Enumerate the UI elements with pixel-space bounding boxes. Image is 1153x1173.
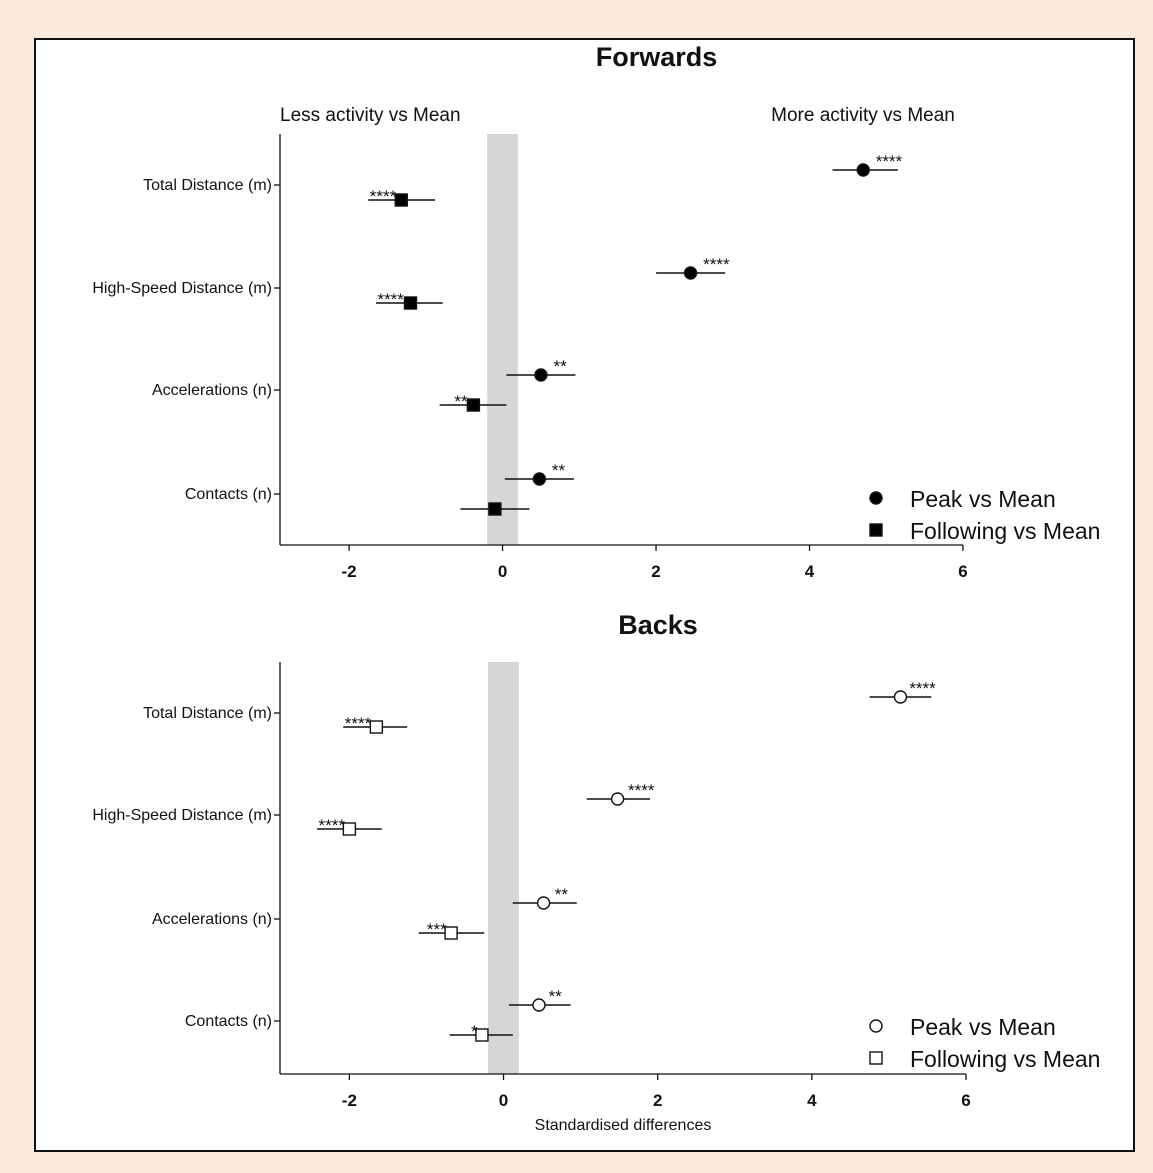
panel-backs: Backs -2 0 2 4 6 Standardised differences Total… bbox=[92, 610, 1100, 1134]
x-tick-label: 4 bbox=[805, 562, 815, 581]
reference-band bbox=[487, 134, 518, 545]
peak-point bbox=[893, 690, 908, 704]
peak-point bbox=[610, 792, 625, 806]
following-point bbox=[403, 296, 418, 310]
following-point bbox=[488, 502, 502, 516]
significance-label: ** bbox=[549, 987, 563, 1006]
significance-label: **** bbox=[909, 679, 936, 698]
following-point bbox=[342, 822, 357, 836]
x-tick-label: 2 bbox=[651, 562, 660, 581]
peak-point bbox=[534, 368, 548, 382]
significance-label: **** bbox=[703, 255, 730, 274]
legend: Peak vs Mean Following vs Mean bbox=[869, 1014, 1100, 1072]
significance-label: ** bbox=[555, 885, 569, 904]
peak-point bbox=[856, 163, 870, 177]
peak-point bbox=[532, 998, 546, 1012]
forest-plots: Forwards Less activity vs Mean More activi… bbox=[92, 42, 1100, 1134]
chart-title: Backs bbox=[618, 610, 698, 640]
category-label: Total Distance (m) bbox=[143, 177, 272, 194]
x-tick-label: 4 bbox=[807, 1091, 817, 1110]
significance-label: *** bbox=[427, 920, 447, 939]
legend-circle-marker bbox=[869, 1019, 883, 1033]
x-tick-label: -2 bbox=[342, 562, 357, 581]
peak-point bbox=[536, 896, 551, 910]
more-activity-label: More activity vs Mean bbox=[771, 105, 955, 126]
legend-label: Following vs Mean bbox=[910, 1046, 1100, 1072]
x-tick-label: 0 bbox=[499, 1091, 508, 1110]
significance-label: **** bbox=[628, 781, 655, 800]
significance-label: **** bbox=[319, 816, 346, 835]
category-label: Accelerations (n) bbox=[152, 911, 272, 928]
peak-point bbox=[683, 266, 698, 280]
following-point bbox=[369, 720, 384, 734]
following-point bbox=[444, 926, 458, 940]
significance-label: ** bbox=[454, 392, 468, 411]
legend-square-marker bbox=[869, 523, 883, 537]
legend-circle-marker bbox=[869, 491, 883, 505]
chart-title: Forwards bbox=[596, 42, 718, 72]
legend-label: Peak vs Mean bbox=[910, 1014, 1056, 1040]
significance-label: **** bbox=[370, 187, 397, 206]
less-activity-label: Less activity vs Mean bbox=[280, 105, 461, 126]
x-tick-label: 6 bbox=[958, 562, 967, 581]
panel-forwards: Forwards Less activity vs Mean More activi… bbox=[92, 42, 1100, 581]
peak-point bbox=[532, 472, 547, 486]
category-label: High-Speed Distance (m) bbox=[92, 280, 272, 297]
significance-label: ** bbox=[552, 461, 566, 480]
legend-label: Peak vs Mean bbox=[910, 486, 1056, 512]
category-label: Accelerations (n) bbox=[152, 382, 272, 399]
x-tick-label: 6 bbox=[961, 1091, 970, 1110]
legend-square-marker bbox=[869, 1051, 883, 1065]
figure-frame: Forwards Less activity vs Mean More activi… bbox=[34, 38, 1135, 1152]
significance-label: * bbox=[471, 1022, 478, 1041]
following-point bbox=[475, 1028, 489, 1042]
reference-band bbox=[488, 662, 519, 1074]
significance-label: **** bbox=[377, 290, 404, 309]
category-label: Contacts (n) bbox=[185, 1013, 272, 1030]
category-label: Contacts (n) bbox=[185, 486, 272, 503]
significance-label: **** bbox=[345, 714, 372, 733]
x-axis-label: Standardised differences bbox=[535, 1117, 712, 1134]
significance-label: **** bbox=[876, 152, 903, 171]
x-tick-label: 0 bbox=[498, 562, 507, 581]
following-point bbox=[394, 193, 408, 207]
x-tick-label: -2 bbox=[342, 1091, 357, 1110]
legend-label: Following vs Mean bbox=[910, 518, 1100, 544]
following-point bbox=[466, 398, 481, 412]
x-tick-label: 2 bbox=[653, 1091, 662, 1110]
category-label: High-Speed Distance (m) bbox=[92, 807, 272, 824]
legend: Peak vs Mean Following vs Mean bbox=[869, 486, 1100, 544]
category-label: Total Distance (m) bbox=[143, 705, 272, 722]
significance-label: ** bbox=[553, 357, 567, 376]
